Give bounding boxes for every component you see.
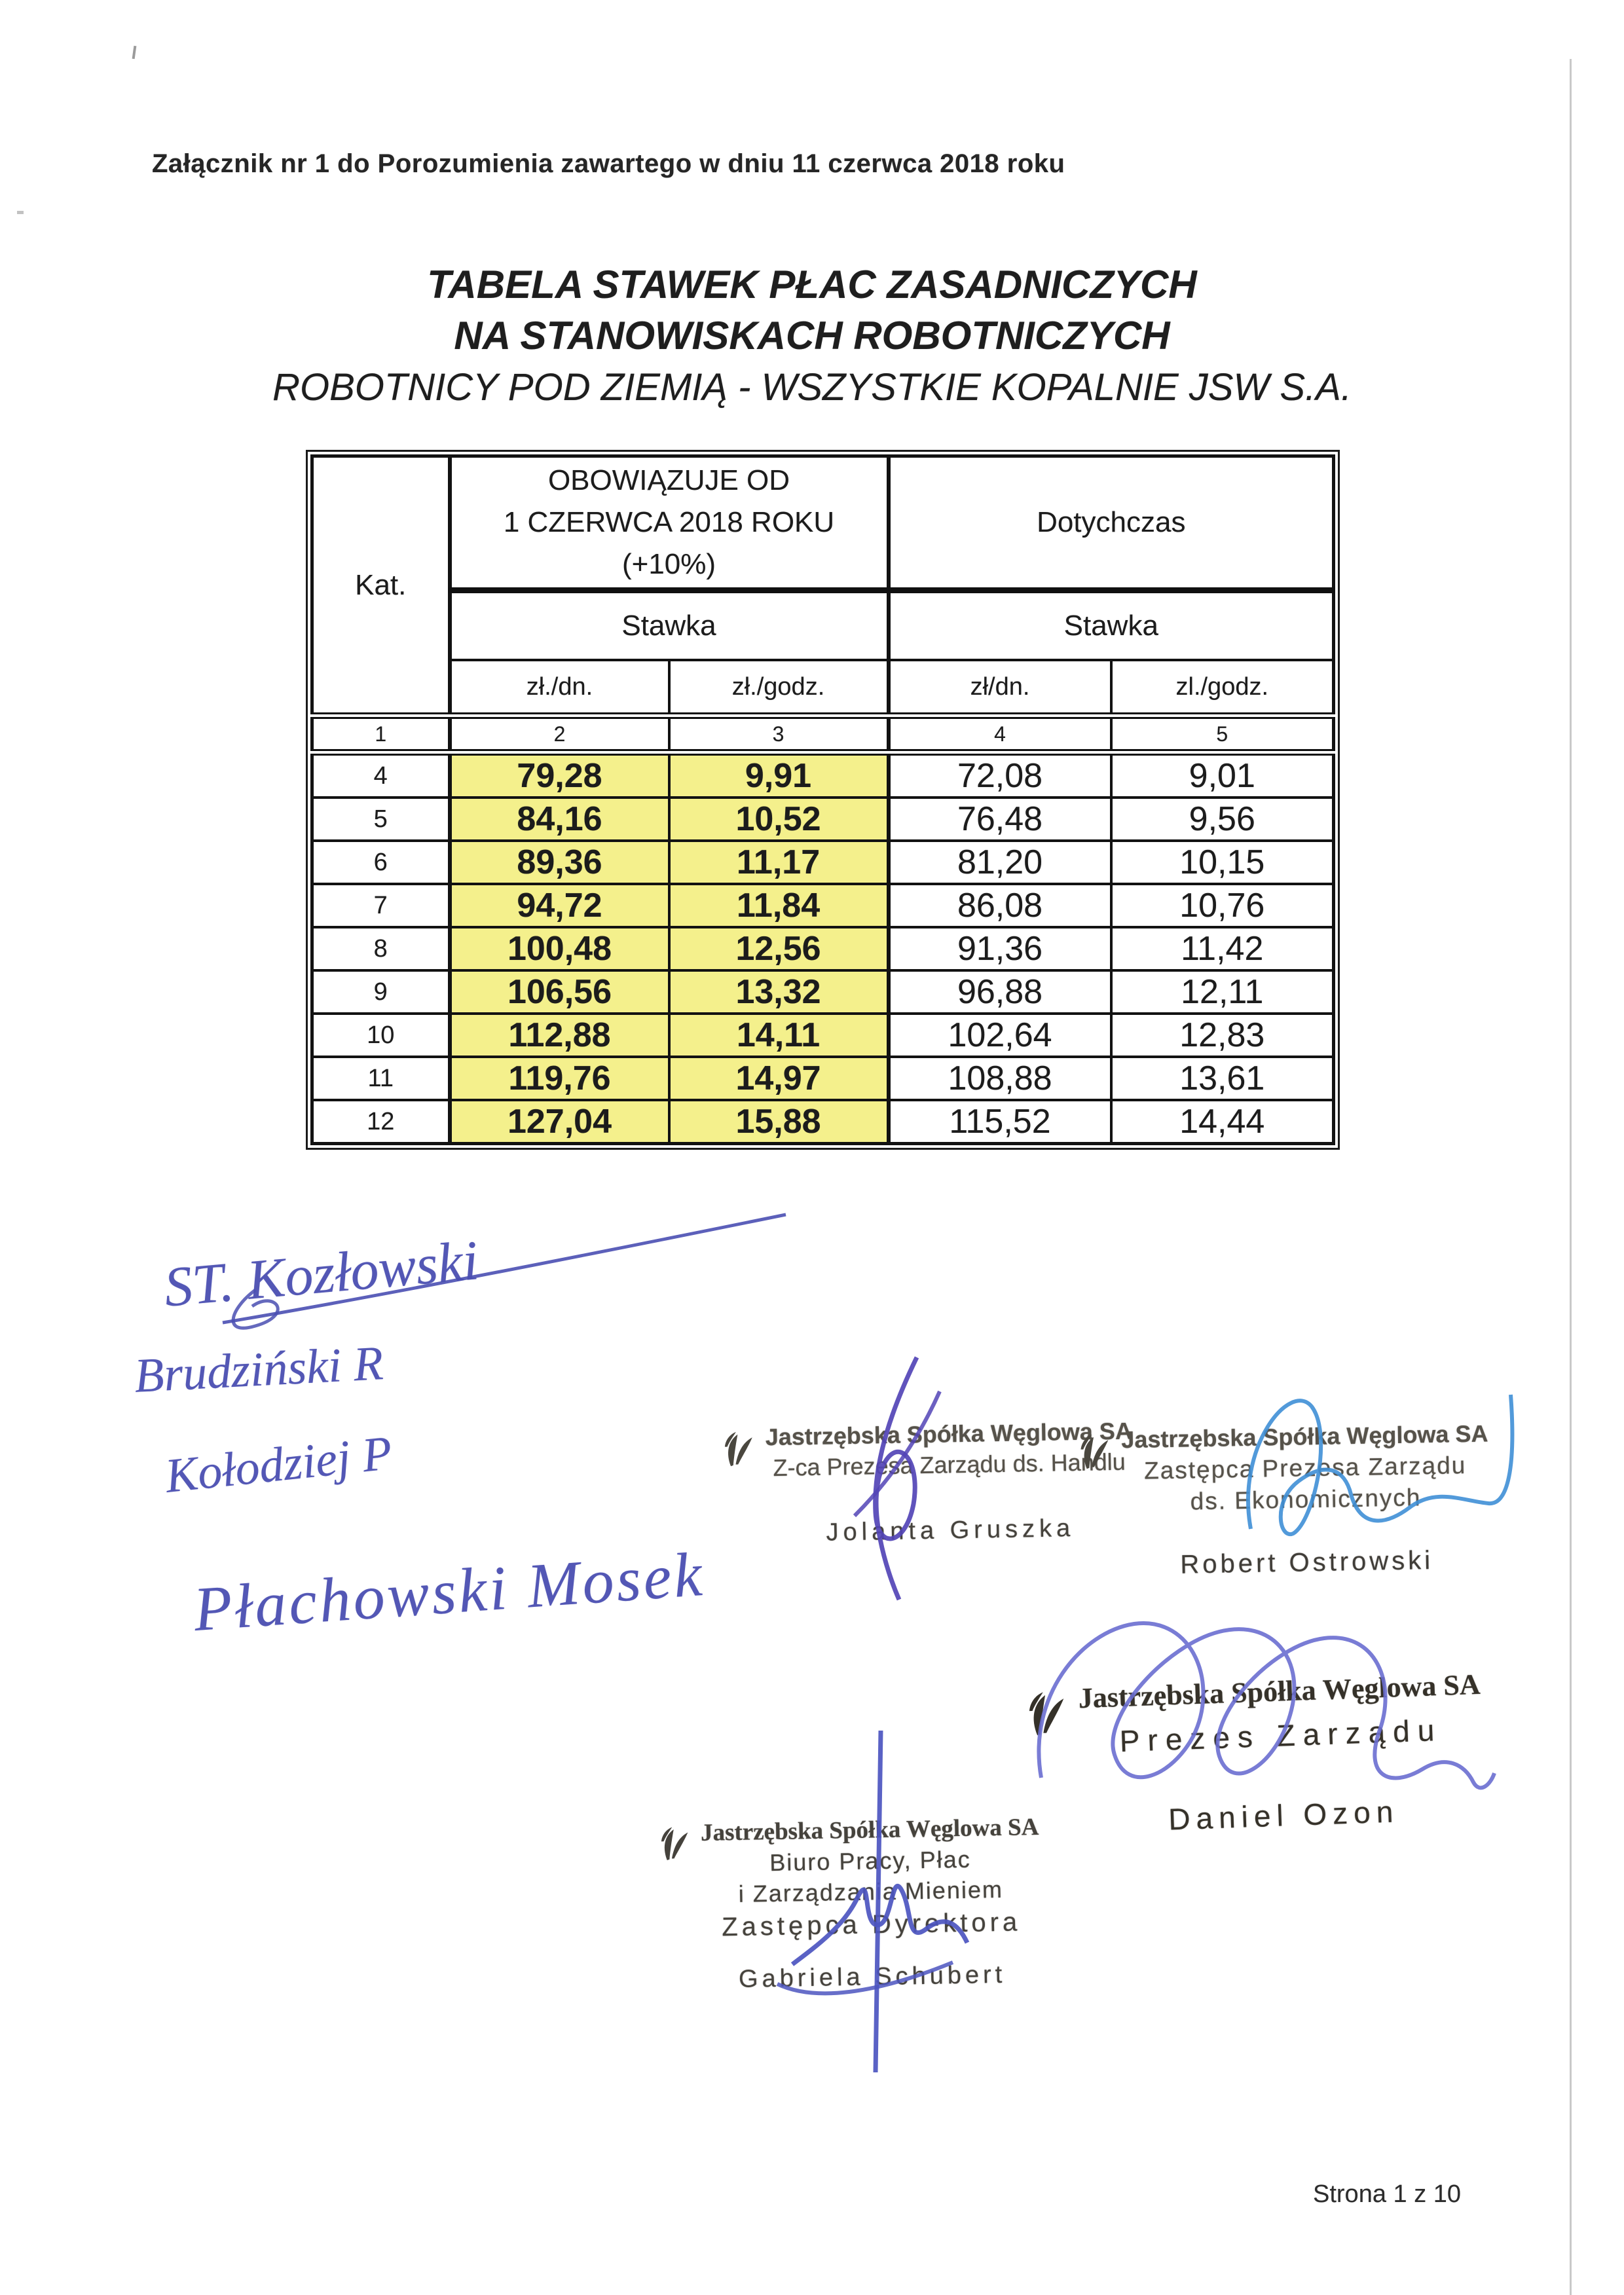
stamp-daniel-ozon: Jastrzębska Spółka Węglowa SA Prezes Zar… (1020, 1666, 1485, 1845)
rate-old-hourly-cell: 13,61 (1109, 1056, 1335, 1101)
ink-scribble-ozon (1037, 1621, 1496, 1790)
handwritten-signature-4: Płachowski Mosek (191, 1538, 707, 1645)
rate-new-hourly-cell: 15,88 (667, 1099, 890, 1145)
document-title-line2: NA STANOWISKACH ROBOTNICZYCH (454, 314, 1170, 358)
rate-old-hourly-cell: 10,15 (1109, 839, 1335, 885)
unit-new-hourly: zł./godz. (667, 659, 890, 717)
rate-new-hourly-cell: 14,97 (667, 1056, 890, 1101)
ink-scribble-schubert (776, 1730, 970, 2073)
rate-old-hourly-cell: 14,44 (1109, 1099, 1335, 1145)
col-number: 5 (1109, 712, 1335, 756)
handwritten-signature-3: Kołodziej P (162, 1426, 395, 1503)
rate-old-hourly-cell: 9,01 (1109, 751, 1335, 799)
rates-table: Kat. OBOWIĄZUJE OD 1 CZERWCA 2018 ROKU (… (305, 450, 1340, 1150)
handwritten-signature-2: Brudziński R (133, 1336, 385, 1403)
jsw-leaf-icon (724, 1432, 752, 1467)
kat-cell: 11 (310, 1056, 451, 1101)
rate-new-daily-cell: 84,16 (447, 796, 671, 842)
rate-old-daily-cell: 108,88 (886, 1056, 1113, 1101)
rate-old-hourly-cell: 12,83 (1109, 1012, 1335, 1058)
col-number: 1 (310, 712, 451, 756)
table-row: 4 79,28 9,91 72,08 9,01 (310, 751, 1335, 799)
ink-scribble-ostrowski (1246, 1394, 1515, 1537)
table-row: 10 112,88 14,11 102,64 12,83 (310, 1012, 1335, 1058)
kat-cell: 5 (310, 796, 451, 842)
rate-old-hourly-cell: 10,76 (1109, 883, 1335, 928)
col-number: 4 (886, 712, 1113, 756)
kat-cell: 9 (310, 969, 451, 1015)
rate-old-daily-cell: 72,08 (886, 751, 1113, 799)
stamp-gabriela-schubert: Jastrzębska Spółka Węglowa SA Biuro Prac… (655, 1812, 1042, 1997)
kat-cell: 4 (310, 751, 451, 799)
rate-old-daily-cell: 96,88 (886, 969, 1113, 1015)
kat-header-cell: Kat. (310, 454, 451, 719)
table-row: 5 84,16 10,52 76,48 9,56 (310, 796, 1335, 842)
stawka-header-new: Stawka (447, 589, 890, 661)
rate-new-daily-cell: 79,28 (447, 751, 671, 799)
stawka-header-old: Stawka (886, 589, 1335, 661)
group-header-old: Dotychczas (886, 454, 1335, 593)
jsw-leaf-icon (661, 1827, 688, 1861)
jsw-leaf-icon (1080, 1435, 1109, 1469)
rate-new-daily-cell: 106,56 (447, 969, 671, 1015)
unit-new-daily: zł./dn. (447, 659, 671, 717)
kat-cell: 12 (310, 1099, 451, 1145)
rate-new-hourly-cell: 12,56 (667, 926, 890, 972)
rate-old-daily-cell: 76,48 (886, 796, 1113, 842)
col-number: 2 (447, 712, 671, 756)
rate-new-daily-cell: 119,76 (447, 1056, 671, 1101)
table-row: 7 94,72 11,84 86,08 10,76 (310, 883, 1335, 928)
table-row: 12 127,04 15,88 115,52 14,44 (310, 1099, 1335, 1145)
rate-new-daily-cell: 94,72 (447, 883, 671, 928)
rate-new-hourly-cell: 9,91 (667, 751, 890, 799)
page-number: Strona 1 z 10 (1313, 2180, 1462, 2208)
rate-new-daily-cell: 127,04 (447, 1099, 671, 1145)
rate-old-hourly-cell: 9,56 (1109, 796, 1335, 842)
group-header-new: OBOWIĄZUJE OD 1 CZERWCA 2018 ROKU (+10%) (447, 454, 890, 593)
rate-new-daily-cell: 112,88 (447, 1012, 671, 1058)
kat-cell: 6 (310, 839, 451, 885)
rate-new-daily-cell: 100,48 (447, 926, 671, 972)
rate-old-daily-cell: 86,08 (886, 883, 1113, 928)
rate-new-daily-cell: 89,36 (447, 839, 671, 885)
jsw-leaf-icon (1029, 1692, 1064, 1736)
stamp-robert-ostrowski: Jastrzębska Spółka Węglowa SA Zastępca P… (1074, 1419, 1490, 1584)
kat-cell: 8 (310, 926, 451, 972)
rate-new-hourly-cell: 13,32 (667, 969, 890, 1015)
attachment-note: Załącznik nr 1 do Porozumienia zawartego… (152, 149, 1065, 178)
signature-flourish-stroke (222, 1213, 786, 1330)
rate-old-hourly-cell: 12,11 (1109, 969, 1335, 1015)
rate-old-hourly-cell: 11,42 (1109, 926, 1335, 972)
ink-scribble-gruszka (853, 1356, 942, 1601)
rate-new-hourly-cell: 11,84 (667, 883, 890, 928)
rate-old-daily-cell: 81,20 (886, 839, 1113, 885)
scan-artifact (132, 45, 137, 60)
table-row: 9 106,56 13,32 96,88 12,11 (310, 969, 1335, 1015)
rate-new-hourly-cell: 10,52 (667, 796, 890, 842)
table-row: 6 89,36 11,17 81,20 10,15 (310, 839, 1335, 885)
wage-rates-table: Kat. OBOWIĄZUJE OD 1 CZERWCA 2018 ROKU (… (305, 450, 1340, 1150)
scan-artifact (17, 211, 24, 214)
table-row: 11 119,76 14,97 108,88 13,61 (310, 1056, 1335, 1101)
kat-cell: 7 (310, 883, 451, 928)
document-title-line3: ROBOTNICY POD ZIEMIĄ - WSZYSTKIE KOPALNI… (272, 366, 1352, 409)
rate-new-hourly-cell: 11,17 (667, 839, 890, 885)
unit-old-daily: zł/dn. (886, 659, 1113, 717)
document-title-line1: TABELA STAWEK PŁAC ZASADNICZYCH (427, 263, 1197, 306)
kat-cell: 10 (310, 1012, 451, 1058)
rate-old-daily-cell: 115,52 (886, 1099, 1113, 1145)
scan-edge-artifact (1570, 59, 1572, 2295)
table-row: 8 100,48 12,56 91,36 11,42 (310, 926, 1335, 972)
col-number: 3 (667, 712, 890, 756)
rate-old-daily-cell: 91,36 (886, 926, 1113, 972)
rate-new-hourly-cell: 14,11 (667, 1012, 890, 1058)
unit-old-hourly: zl./godz. (1109, 659, 1335, 717)
stamp-jolanta-gruszka: Jastrzębska Spółka Węglowa SA Z-ca Preze… (718, 1416, 1134, 1551)
rate-old-daily-cell: 102,64 (886, 1012, 1113, 1058)
